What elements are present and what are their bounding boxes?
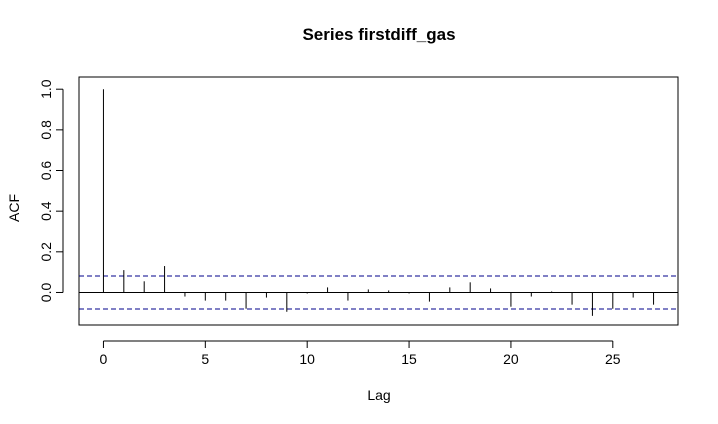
x-tick-label: 15: [401, 351, 417, 367]
x-tick-label: 10: [299, 351, 315, 367]
x-tick-label: 5: [201, 351, 209, 367]
x-tick-label: 25: [605, 351, 621, 367]
y-tick-label: 0.6: [38, 161, 54, 181]
y-tick-label: 0.2: [38, 242, 54, 262]
y-tick-label: 0.8: [38, 120, 54, 140]
x-tick-label: 20: [503, 351, 519, 367]
y-tick-label: 0.0: [38, 283, 54, 303]
y-axis: 0.0 0.2 0.4 0.6 0.8 1.0: [38, 79, 64, 303]
x-tick-label: 0: [100, 351, 108, 367]
y-axis-label: ACF: [6, 194, 22, 222]
y-tick-label: 1.0: [38, 79, 54, 99]
plot-frame: [78, 76, 679, 326]
x-axis: 0 5 10 15 20 25: [100, 340, 621, 367]
acf-bars: [79, 89, 678, 316]
x-axis-label: Lag: [367, 387, 390, 403]
chart-title: Series firstdiff_gas: [302, 25, 455, 44]
y-tick-label: 0.4: [38, 201, 54, 221]
